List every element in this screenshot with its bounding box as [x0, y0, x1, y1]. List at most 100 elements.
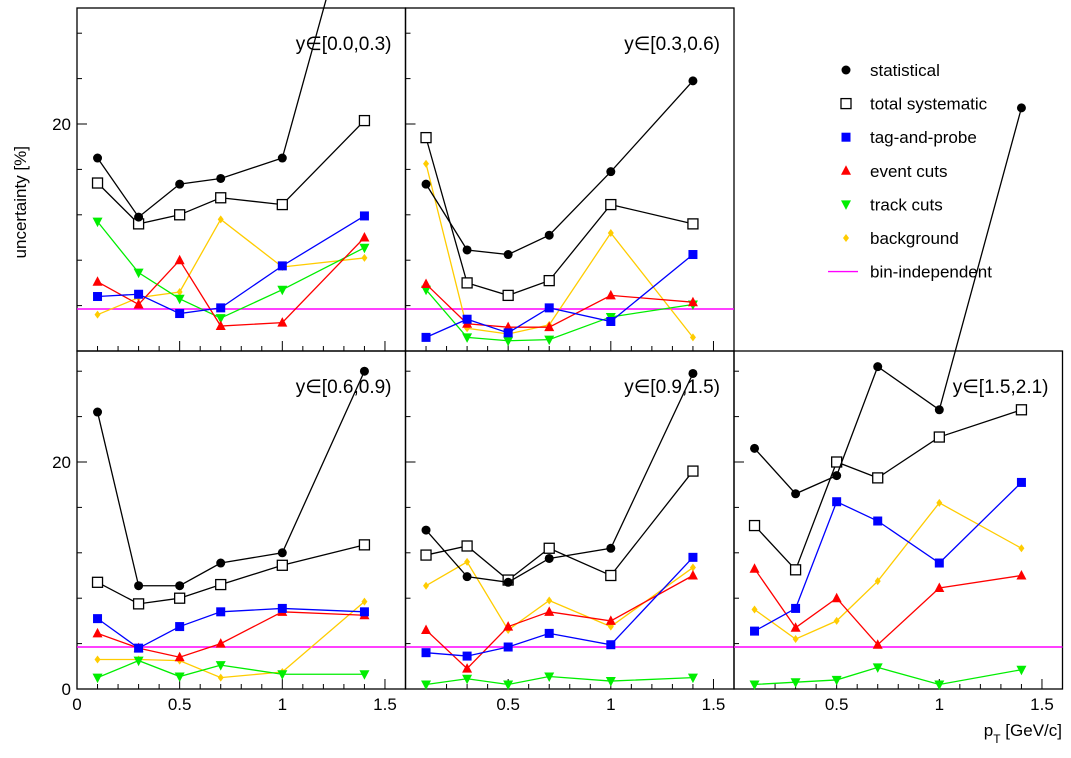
- data-point: [689, 563, 696, 572]
- data-point: [133, 298, 144, 309]
- data-point: [790, 622, 801, 632]
- data-point: [421, 278, 432, 289]
- data-point: [421, 525, 431, 535]
- legend: statistical total systematic tag-and-probe…: [828, 61, 992, 282]
- data-point: [174, 651, 185, 662]
- data-point: [544, 553, 554, 563]
- data-point: [421, 179, 431, 189]
- data-point: [792, 635, 799, 644]
- series-line: [97, 120, 365, 225]
- data-point: [605, 289, 616, 300]
- legend-label: background: [870, 229, 959, 248]
- data-point: [174, 672, 185, 683]
- data-point: [216, 558, 226, 568]
- data-point: [462, 314, 472, 324]
- series-line: [425, 163, 694, 338]
- data-point: [502, 289, 514, 302]
- data-point: [277, 670, 288, 680]
- data-point: [359, 211, 369, 221]
- y-tick-label: 20: [52, 453, 71, 472]
- data-point: [216, 303, 226, 313]
- legend-item: statistical: [841, 61, 940, 80]
- legend-item: event cuts: [841, 162, 948, 181]
- legend-label: bin-independent: [870, 263, 992, 282]
- series-line: [97, 544, 365, 605]
- data-point: [503, 336, 514, 347]
- data-point: [359, 366, 369, 376]
- data-point: [606, 640, 616, 650]
- data-point: [605, 198, 617, 211]
- data-point: [92, 217, 103, 228]
- panel-frame: [404, 350, 735, 690]
- data-point: [605, 569, 617, 582]
- y-axis-label: uncertainty [%]: [11, 146, 30, 258]
- data-point: [461, 540, 473, 552]
- legend-marker: [840, 97, 852, 110]
- series-line: [97, 221, 365, 319]
- data-point: [544, 321, 555, 332]
- series-line: [754, 481, 1022, 632]
- data-point: [1015, 404, 1028, 416]
- data-point: [832, 497, 842, 507]
- data-point: [420, 549, 432, 561]
- data-point: [607, 228, 614, 237]
- data-point: [462, 572, 472, 582]
- data-point: [1016, 103, 1026, 113]
- data-point: [750, 443, 760, 453]
- series-line: [97, 237, 365, 327]
- data-point: [546, 596, 553, 605]
- data-point: [749, 563, 760, 573]
- data-point: [688, 76, 698, 86]
- data-point: [421, 680, 432, 690]
- legend-item: total systematic: [840, 95, 988, 114]
- data-point: [750, 626, 760, 636]
- data-point: [359, 670, 370, 680]
- data-point: [462, 333, 473, 343]
- data-point: [544, 628, 554, 638]
- data-point: [831, 592, 842, 603]
- data-point: [606, 316, 616, 326]
- data-point: [606, 167, 616, 177]
- data-point: [423, 159, 430, 168]
- data-point: [687, 465, 699, 477]
- legend-item: background: [843, 229, 959, 248]
- data-point: [174, 209, 186, 221]
- data-point: [215, 192, 227, 204]
- legend-marker: [841, 132, 851, 142]
- data-point: [133, 656, 144, 667]
- series-line: [97, 601, 365, 679]
- data-point: [933, 431, 945, 443]
- data-point: [544, 606, 555, 616]
- series-line: [97, 659, 365, 679]
- legend-label: event cuts: [870, 162, 948, 181]
- data-point: [751, 605, 758, 614]
- data-point: [276, 198, 288, 211]
- series-line: [425, 470, 694, 581]
- data-point: [215, 314, 226, 324]
- series-line: [425, 80, 694, 256]
- data-point: [94, 310, 101, 319]
- series-line: [425, 560, 694, 631]
- data-point: [277, 153, 287, 163]
- data-point: [687, 570, 698, 580]
- legend-item: tag-and-probe: [841, 128, 977, 147]
- data-point: [934, 582, 945, 592]
- data-point: [421, 648, 431, 658]
- data-point: [361, 253, 368, 262]
- chart-panel: 20 y∈[0.0,0.3): [52, 0, 407, 352]
- data-point: [462, 245, 472, 255]
- data-point: [176, 287, 183, 296]
- series-line: [96, 370, 366, 587]
- series-line: [754, 666, 1022, 686]
- series-line: [425, 254, 694, 338]
- panel-frame: [733, 350, 1064, 690]
- data-point: [421, 332, 431, 342]
- data-point: [93, 292, 103, 302]
- data-point: [543, 274, 555, 287]
- data-point: [791, 489, 801, 499]
- data-point: [277, 317, 288, 327]
- data-point: [93, 153, 103, 163]
- data-point: [92, 627, 103, 638]
- x-tick-label: 0.5: [496, 695, 520, 714]
- chart-panel: y∈[0.3,0.6): [404, 7, 735, 352]
